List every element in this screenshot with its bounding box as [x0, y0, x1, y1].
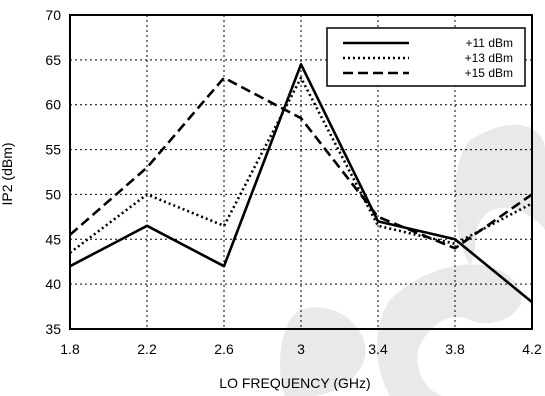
y-tick-label: 65	[45, 52, 61, 68]
y-axis-label: IP2 (dBm)	[0, 142, 15, 205]
legend-label-2: +13 dBm	[465, 51, 513, 65]
y-tick-label: 55	[45, 142, 61, 158]
series-line-2	[69, 76, 533, 254]
x-tick-label: 1.8	[60, 341, 80, 357]
y-tick-labels: 35 40 45 50 55 60 65 70	[45, 7, 61, 337]
y-tick-label: 35	[45, 321, 61, 337]
x-tick-label: 2.6	[214, 341, 234, 357]
y-tick-label: 40	[45, 276, 61, 292]
legend: +11 dBm+13 dBm+15 dBm	[326, 27, 526, 87]
legend-label-1: +11 dBm	[466, 36, 513, 50]
x-tick-label: 2.2	[137, 341, 157, 357]
x-axis-label: LO FREQUENCY (GHz)	[219, 375, 370, 391]
x-tick-label: 3.4	[368, 341, 388, 357]
series-line-1	[69, 63, 533, 304]
y-tick-label: 70	[45, 7, 61, 23]
series-layer	[69, 63, 533, 304]
x-tick-label: 4.2	[522, 341, 542, 357]
series-line-3	[69, 76, 533, 250]
x-tick-labels: 1.8 2.2 2.6 3 3.4 3.8 4.2	[60, 341, 542, 357]
y-tick-label: 45	[45, 231, 61, 247]
plot-frame	[69, 14, 533, 330]
watermark	[280, 124, 545, 396]
y-tick-label: 50	[45, 186, 61, 202]
plot-border	[69, 14, 533, 330]
y-tick-label: 60	[45, 97, 61, 113]
legend-label-3: +15 dBm	[465, 66, 513, 80]
x-tick-label: 3	[297, 341, 305, 357]
x-tick-label: 3.8	[445, 341, 465, 357]
